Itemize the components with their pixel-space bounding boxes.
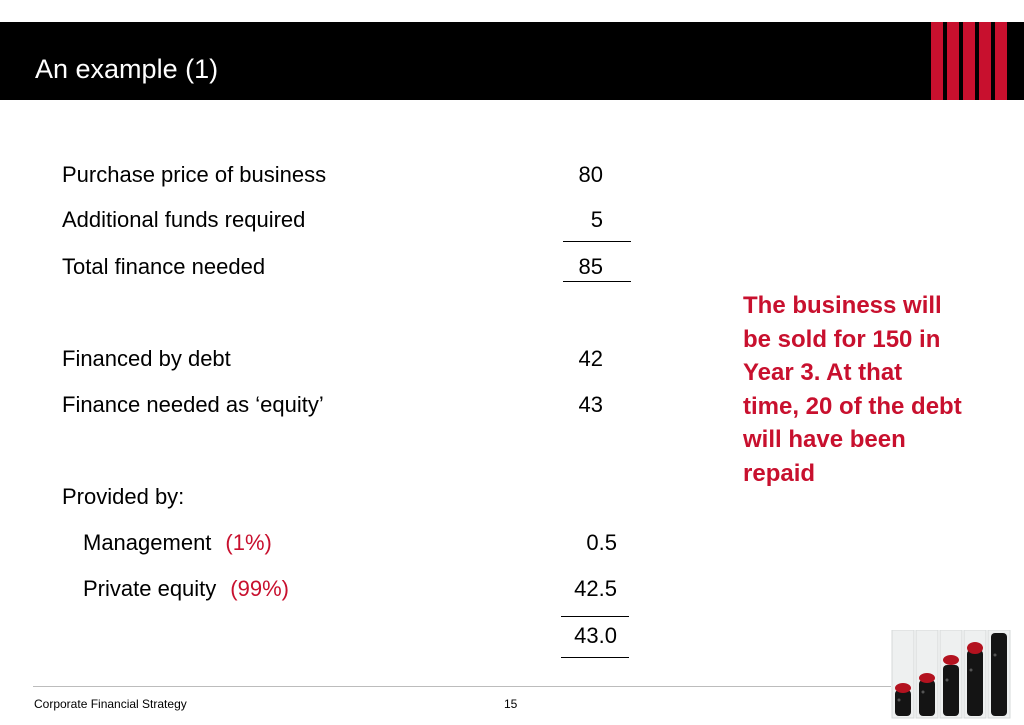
equity-total-rule xyxy=(561,657,629,658)
additional-funds-value: 5 xyxy=(590,207,603,232)
page-number: 15 xyxy=(504,697,518,711)
management-value: 0.5 xyxy=(586,530,617,555)
private-equity-value: 42.5 xyxy=(574,576,617,601)
sale-note: The business will be sold for 150 in Yea… xyxy=(743,292,962,487)
additional-funds-label: Additional funds required xyxy=(62,207,306,232)
finance-equity-value: 43 xyxy=(578,392,603,417)
footer-course: Corporate Financial Strategy xyxy=(34,697,187,711)
financed-by-debt-label: Financed by debt xyxy=(62,346,231,371)
finance-equity-label: Finance needed as ‘equity’ xyxy=(62,392,324,417)
subtotal-rule xyxy=(563,241,631,242)
title-bar: An example (1) xyxy=(0,22,1024,100)
footer-divider xyxy=(33,686,891,687)
management-row: Management (1%) xyxy=(83,530,272,556)
management-label: Management xyxy=(83,530,212,555)
purchase-price-label: Purchase price of business xyxy=(62,162,327,187)
jars-of-beads-image xyxy=(890,629,1020,725)
equity-subtotal-rule xyxy=(561,616,629,617)
private-equity-label: Private equity xyxy=(83,576,217,601)
total-finance-label: Total finance needed xyxy=(62,254,266,279)
financed-by-debt-value: 42 xyxy=(578,346,603,371)
total-rule xyxy=(563,281,631,282)
purchase-price-value: 80 xyxy=(578,162,603,187)
total-finance-value: 85 xyxy=(578,254,603,279)
private-equity-pct: (99%) xyxy=(230,576,289,601)
management-pct: (1%) xyxy=(225,530,272,555)
slide-title: An example (1) xyxy=(35,54,219,84)
equity-total-value: 43.0 xyxy=(574,623,617,648)
provided-by-label: Provided by: xyxy=(62,484,185,509)
private-equity-row: Private equity (99%) xyxy=(83,576,289,602)
